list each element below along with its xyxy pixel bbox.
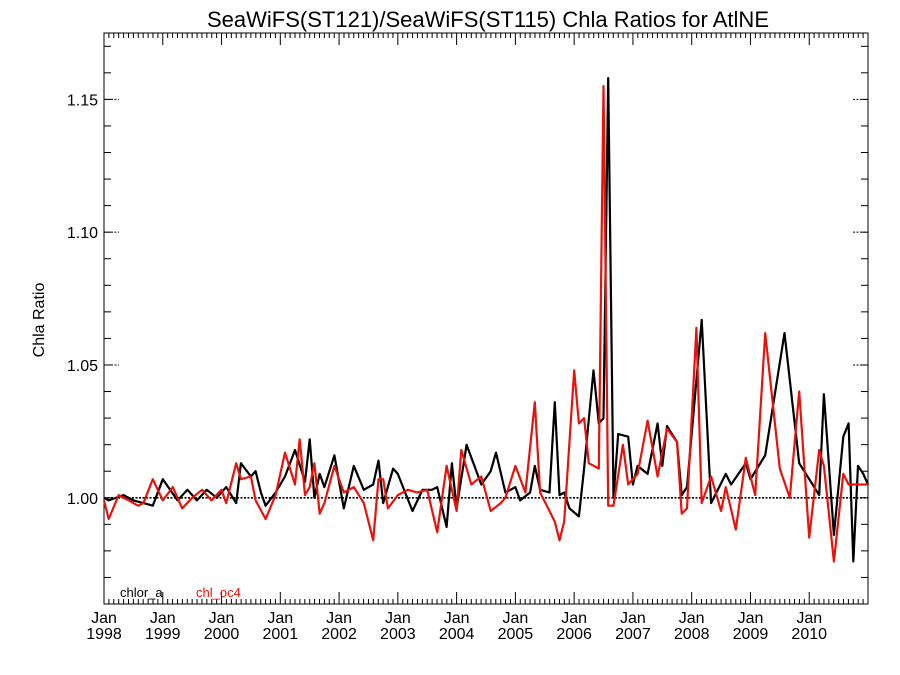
x-tick-label-year: 2008 <box>674 626 710 643</box>
x-tick-label-month: Jan <box>385 610 411 627</box>
x-tick-label-year: 1998 <box>86 626 122 643</box>
x-tick-label-month: Jan <box>679 610 705 627</box>
x-tick-label-year: 2002 <box>321 626 357 643</box>
y-tick-label: 1.10 <box>67 225 98 242</box>
x-tick-label-month: Jan <box>796 610 822 627</box>
legend-label-chl-oc4: chl_oc4 <box>196 585 241 600</box>
series-line-chlor-a <box>103 76 870 563</box>
legend-label-chlor-a: chlor_a <box>120 585 163 600</box>
y-tick-label: 1.00 <box>67 491 98 508</box>
x-tick-label-year: 2005 <box>498 626 534 643</box>
x-tick-label-year: 2007 <box>615 626 651 643</box>
legend: chlor_a chl_oc4 <box>120 585 241 600</box>
plot-area <box>103 32 869 605</box>
x-tick-label-year: 2003 <box>380 626 416 643</box>
x-tick-label-year: 2001 <box>263 626 299 643</box>
x-tick-label-month: Jan <box>738 610 764 627</box>
x-tick-label-month: Jan <box>502 610 528 627</box>
plot-frame <box>103 32 869 605</box>
x-tick-label-year: 2004 <box>439 626 475 643</box>
x-axis-ticks: Jan1998Jan1999Jan2000Jan2001Jan2002Jan20… <box>86 33 869 643</box>
x-tick-label-year: 2009 <box>733 626 769 643</box>
x-tick-label-year: 2010 <box>791 626 827 643</box>
x-tick-label-year: 2000 <box>204 626 240 643</box>
x-tick-label-month: Jan <box>561 610 587 627</box>
x-tick-label-year: 1999 <box>145 626 181 643</box>
x-tick-label-month: Jan <box>444 610 470 627</box>
x-tick-label-month: Jan <box>267 610 293 627</box>
y-tick-label: 1.05 <box>67 358 98 375</box>
y-tick-label: 1.15 <box>67 92 98 109</box>
x-tick-label-month: Jan <box>91 610 117 627</box>
x-tick-label-month: Jan <box>209 610 235 627</box>
series-group <box>102 76 870 563</box>
y-axis-label: Chla Ratio <box>31 283 48 358</box>
x-tick-label-month: Jan <box>620 610 646 627</box>
chart-title: SeaWiFS(ST121)/SeaWiFS(ST115) Chla Ratio… <box>207 7 769 32</box>
y-axis-ticks: 1.00 1.05 1.10 1.15 <box>67 45 868 578</box>
series-line-chl-oc4 <box>102 84 868 563</box>
x-tick-label-month: Jan <box>326 610 352 627</box>
x-tick-label-year: 2006 <box>556 626 592 643</box>
x-tick-label-month: Jan <box>150 610 176 627</box>
